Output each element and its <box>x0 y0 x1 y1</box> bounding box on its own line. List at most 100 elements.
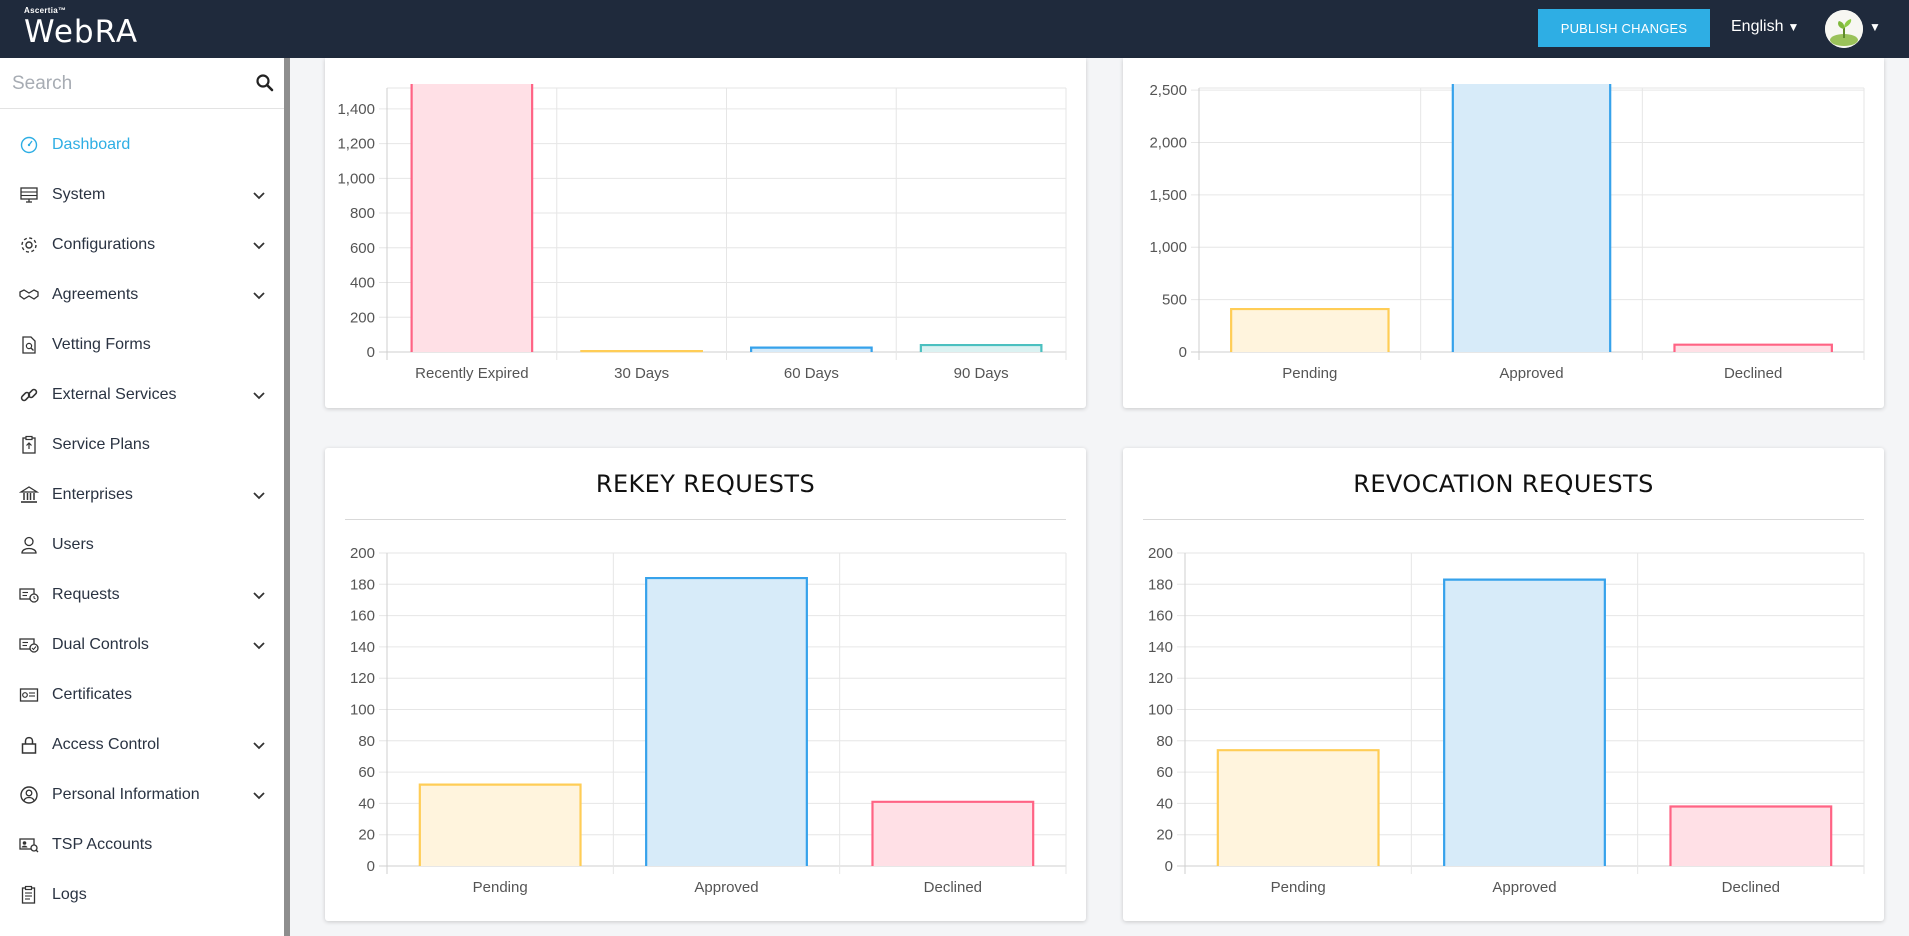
avatar-plant-icon <box>1825 10 1863 48</box>
bar[interactable] <box>419 784 581 866</box>
x-tick-label: Declined <box>1722 879 1780 896</box>
y-tick-label: 140 <box>1148 639 1173 656</box>
lock-icon <box>21 736 37 754</box>
y-tick-label: 0 <box>367 344 375 361</box>
y-tick-label: 200 <box>1148 545 1173 562</box>
chart-card-requests-status: 0 500 1,000 1,500 2,000 2,500 Pending Approved D… <box>1123 58 1884 408</box>
bar[interactable] <box>1444 579 1605 866</box>
chevron-down-icon[interactable] <box>252 738 266 752</box>
y-tick-label: 100 <box>1148 702 1173 719</box>
sidebar-item-label: Requests <box>52 586 120 603</box>
sidebar-item-logs[interactable]: Logs <box>0 870 284 920</box>
sidebar-item-dual-controls[interactable]: Dual Controls <box>0 620 284 670</box>
y-tick-label: 20 <box>1156 827 1173 844</box>
y-tick-label: 200 <box>350 545 375 562</box>
y-tick-label: 1,000 <box>1149 239 1187 256</box>
chevron-down-icon[interactable] <box>252 588 266 602</box>
system-icon <box>20 187 38 203</box>
expiring-certificates-chart: 0 200 400 600 800 1,000 1,200 1,400 Recently Exp… <box>337 84 1067 382</box>
dual-controls-icon <box>19 638 39 653</box>
card-title: REVOCATION REQUESTS <box>1353 470 1654 498</box>
sidebar-item-tsp-accounts[interactable]: TSP Accounts <box>0 820 284 870</box>
brand-logo[interactable]: Ascertia™ WebRA <box>24 6 138 49</box>
search-input[interactable] <box>10 66 244 102</box>
y-tick-label: 160 <box>1148 608 1173 625</box>
avatar[interactable] <box>1825 10 1863 48</box>
bar[interactable] <box>1452 84 1611 352</box>
y-tick-label: 0 <box>1179 344 1187 361</box>
sidebar-item-system[interactable]: System <box>0 170 284 220</box>
chevron-down-icon[interactable] <box>252 488 266 502</box>
bar[interactable] <box>1231 309 1389 352</box>
publish-changes-button[interactable]: PUBLISH CHANGES <box>1538 9 1710 47</box>
y-tick-label: 0 <box>367 858 375 875</box>
bar[interactable] <box>646 578 807 866</box>
bar[interactable] <box>1674 344 1832 352</box>
chevron-down-icon[interactable] <box>252 788 266 802</box>
y-tick-label: 120 <box>1148 670 1173 687</box>
sidebar-item-users[interactable]: Users <box>0 520 284 570</box>
revocation-requests-chart: 0 20 40 60 80 100 120 140 160 180 200 Pending Approv… <box>1148 545 1865 896</box>
bar[interactable] <box>411 84 533 352</box>
y-tick-label: 60 <box>358 764 375 781</box>
chevron-down-icon[interactable] <box>252 638 266 652</box>
sidebar-item-configurations[interactable]: Configurations <box>0 220 284 270</box>
user-menu-caret-icon[interactable]: ▼ <box>1869 20 1881 34</box>
bar-outline <box>919 343 1043 352</box>
y-tick-label: 140 <box>350 639 375 656</box>
chart-card-rekey-requests: REKEY REQUESTS 0 20 40 60 80 100 120 140 160 180 2… <box>325 448 1086 921</box>
chevron-down-icon[interactable] <box>252 188 266 202</box>
sidebar-item-label: Dual Controls <box>52 636 149 653</box>
y-tick-label: 80 <box>1156 733 1173 750</box>
bar-outline <box>1673 343 1833 352</box>
sidebar-item-dashboard[interactable]: Dashboard <box>0 120 284 170</box>
sidebar-item-label: Users <box>52 536 94 553</box>
chevron-down-icon[interactable] <box>252 288 266 302</box>
y-tick-label: 180 <box>350 576 375 593</box>
chevron-down-icon[interactable] <box>252 238 266 252</box>
document-search-icon <box>22 336 36 354</box>
sidebar-item-vetting-forms[interactable]: Vetting Forms <box>0 320 284 370</box>
bar[interactable] <box>1670 806 1832 866</box>
search-icon[interactable] <box>254 72 276 94</box>
gear-icon <box>21 237 37 253</box>
sidebar-item-access-control[interactable]: Access Control <box>0 720 284 770</box>
chevron-down-icon[interactable] <box>252 388 266 402</box>
y-tick-label: 40 <box>1156 795 1173 812</box>
y-tick-label: 60 <box>1156 764 1173 781</box>
y-tick-label: 600 <box>350 240 375 257</box>
sidebar-item-label: System <box>52 186 106 203</box>
bar[interactable] <box>751 347 872 352</box>
card-title-divider <box>345 519 1066 520</box>
sidebar-item-service-plans[interactable]: Service Plans <box>0 420 284 470</box>
y-tick-label: 2,500 <box>1149 82 1187 99</box>
tsp-accounts-icon <box>19 838 39 853</box>
bar-outline <box>580 350 703 353</box>
bar-outline <box>1443 578 1606 866</box>
chart-card-revocation-requests: REVOCATION REQUESTS 0 20 40 60 80 100 120 140 16… <box>1123 448 1884 921</box>
rekey-requests-chart: 0 20 40 60 80 100 120 140 160 180 200 Pending Approv… <box>350 545 1067 896</box>
chart-card-expiring-certificates: 0 200 400 600 800 1,000 1,200 1,400 Recently Exp… <box>325 58 1086 408</box>
sidebar-item-external-services[interactable]: External Services <box>0 370 284 420</box>
bar-outline <box>1230 307 1390 352</box>
sidebar-item-enterprises[interactable]: Enterprises <box>0 470 284 520</box>
language-selector[interactable]: English ▼ <box>1731 18 1799 36</box>
bar[interactable] <box>1217 750 1379 866</box>
sidebar-item-label: Personal Information <box>52 786 200 803</box>
sidebar-item-requests[interactable]: Requests <box>0 570 284 620</box>
sidebar-search <box>0 58 284 109</box>
language-label: English <box>1731 18 1784 35</box>
card-title: REKEY REQUESTS <box>595 470 816 498</box>
y-tick-label: 160 <box>350 608 375 625</box>
x-tick-label: Pending <box>1282 365 1337 382</box>
sidebar-item-certificates[interactable]: Certificates <box>0 670 284 720</box>
brand-company: Ascertia™ <box>24 6 67 15</box>
bar[interactable] <box>920 345 1042 352</box>
sidebar-item-label: Logs <box>52 886 87 903</box>
bar[interactable] <box>872 801 1034 866</box>
card-title-divider <box>1143 519 1864 520</box>
y-tick-label: 20 <box>358 827 375 844</box>
bar-outline <box>1216 749 1380 866</box>
sidebar-item-personal-information[interactable]: Personal Information <box>0 770 284 820</box>
sidebar-item-agreements[interactable]: Agreements <box>0 270 284 320</box>
